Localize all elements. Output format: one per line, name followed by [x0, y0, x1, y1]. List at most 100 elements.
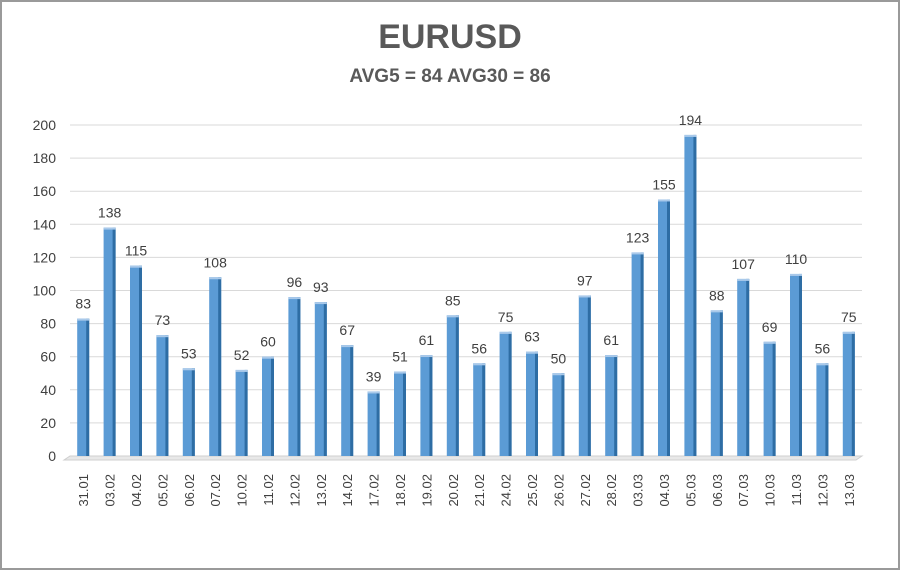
bar-side: [508, 331, 512, 456]
data-label: 138: [98, 205, 122, 221]
bar-side: [112, 227, 116, 456]
data-label: 107: [732, 256, 756, 272]
data-label: 52: [234, 347, 250, 363]
bar-top: [446, 315, 459, 318]
bar-top: [209, 277, 222, 280]
data-label: 96: [287, 274, 303, 290]
x-tick-label: 03.02: [103, 474, 118, 507]
x-tick-label: 12.02: [287, 474, 302, 507]
bar-top: [288, 297, 301, 300]
bar-side: [719, 310, 723, 456]
y-tick-label: 40: [40, 382, 56, 398]
x-tick-label: 18.02: [393, 474, 408, 507]
x-tick-label: 06.02: [182, 474, 197, 507]
bar-top: [420, 355, 433, 358]
bar-side: [244, 369, 248, 456]
data-label: 97: [577, 272, 593, 288]
data-label: 155: [652, 176, 676, 192]
bar-top: [77, 318, 90, 321]
bar-side: [535, 351, 538, 456]
y-tick-label: 160: [33, 183, 57, 199]
bar-side: [640, 252, 644, 456]
bar-side: [482, 363, 486, 456]
x-tick-label: 17.02: [367, 474, 382, 507]
bar-side: [165, 335, 169, 456]
y-tick-label: 200: [33, 117, 57, 133]
chart-floor: [62, 455, 864, 461]
x-tick-label: 31.01: [76, 474, 91, 507]
bar-side: [323, 302, 327, 456]
bar-top: [341, 345, 354, 348]
data-label: 50: [551, 350, 567, 366]
x-tick-label: 13.02: [314, 474, 329, 507]
bar-top: [394, 371, 406, 374]
bar-top: [262, 356, 274, 359]
data-label: 63: [524, 329, 540, 345]
bar-side: [667, 199, 670, 456]
bar-side: [376, 391, 380, 456]
x-tick-label: 04.03: [657, 474, 672, 507]
x-tick-label: 06.03: [710, 474, 725, 507]
bar-side: [297, 297, 301, 456]
x-tick-label: 07.03: [736, 474, 751, 507]
bar-side: [693, 134, 697, 456]
data-label: 115: [125, 243, 148, 259]
bar-top: [816, 363, 829, 366]
data-label: 69: [762, 319, 778, 335]
bar-top: [631, 252, 644, 255]
x-tick-label: 19.02: [419, 474, 434, 507]
data-label: 51: [392, 349, 408, 365]
bar-side: [825, 363, 829, 456]
data-label: 123: [626, 229, 650, 245]
y-tick-label: 140: [33, 216, 57, 232]
data-label: 93: [313, 279, 329, 295]
bar-side: [86, 318, 90, 456]
x-tick-label: 03.03: [631, 474, 646, 507]
bar-side: [403, 371, 406, 456]
y-tick-label: 100: [33, 283, 57, 299]
bar-side: [455, 315, 459, 456]
x-tick-label: 05.02: [155, 474, 170, 507]
x-tick-label: 20.02: [446, 474, 461, 507]
bar-side: [429, 355, 433, 456]
data-label: 61: [419, 332, 435, 348]
x-tick-label: 14.02: [340, 474, 355, 507]
chart-subtitle: AVG5 = 84 AVG30 = 86: [349, 66, 551, 87]
bar-top: [842, 331, 855, 334]
bar-top: [658, 199, 670, 202]
x-tick-label: 28.02: [604, 474, 619, 507]
bar-top: [526, 351, 538, 354]
bar-top: [182, 368, 195, 371]
bar-side: [271, 356, 274, 456]
bar-top: [235, 369, 248, 372]
bar-top: [130, 265, 142, 268]
y-tick-label: 80: [40, 316, 56, 332]
bar-side: [614, 355, 618, 456]
bar-side: [139, 265, 142, 456]
data-label: 108: [204, 254, 228, 270]
x-tick-label: 10.03: [763, 474, 778, 507]
x-tick-label: 13.03: [842, 474, 857, 507]
data-label: 194: [679, 112, 703, 128]
bar-top: [790, 273, 802, 276]
y-tick-label: 180: [33, 150, 57, 166]
data-label: 56: [471, 340, 487, 356]
bar-side: [191, 368, 195, 456]
data-label: 85: [445, 292, 461, 308]
data-label: 83: [75, 296, 91, 312]
bar-side: [799, 273, 802, 456]
bar-top: [605, 355, 618, 358]
data-label: 75: [498, 309, 514, 325]
x-tick-label: 11.02: [261, 474, 276, 506]
x-tick-label: 12.03: [815, 474, 830, 507]
x-tick-label: 25.02: [525, 474, 540, 507]
x-tick-label: 27.02: [578, 474, 593, 507]
data-label: 75: [841, 309, 857, 325]
bar-side: [851, 331, 855, 456]
bar-side: [218, 277, 222, 456]
bar-side: [772, 341, 776, 456]
bar-top: [578, 295, 591, 298]
y-tick-label: 60: [40, 349, 56, 365]
